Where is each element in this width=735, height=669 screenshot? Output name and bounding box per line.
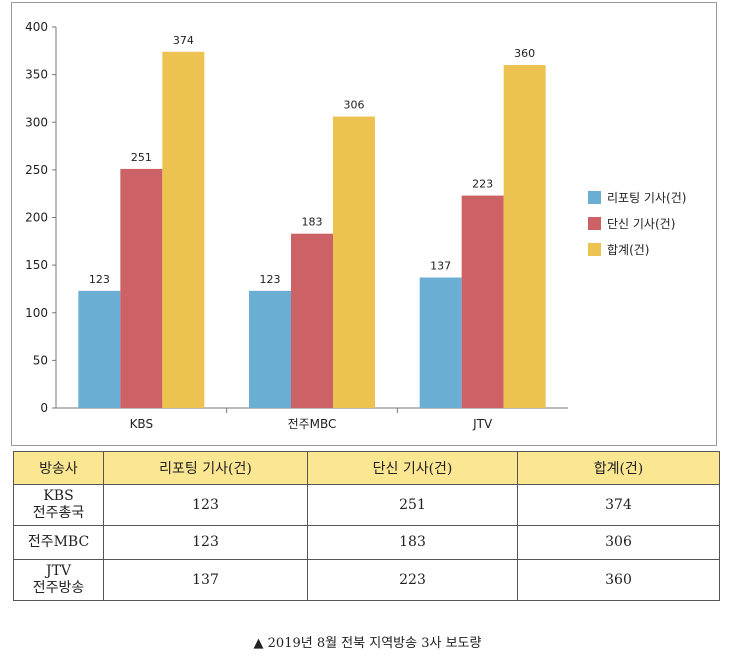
y-tick-label: 150 (25, 258, 48, 272)
data-label: 306 (344, 99, 365, 112)
data-label: 123 (89, 273, 110, 286)
reporting-cell: 137 (103, 559, 308, 601)
y-tick-label: 200 (25, 211, 48, 225)
y-tick-label: 400 (25, 20, 48, 34)
bar (78, 290, 121, 408)
bar (503, 65, 546, 408)
bar (162, 51, 205, 408)
y-tick-label: 100 (25, 306, 48, 320)
header-total: 합계(건) (517, 451, 720, 485)
station-subname: 전주총국 (32, 505, 85, 521)
data-label: 183 (302, 216, 323, 229)
reporting-cell: 123 (103, 525, 308, 560)
brief-cell: 223 (307, 559, 518, 601)
data-label: 223 (472, 178, 493, 191)
figure-caption: ▲ 2019년 8월 전북 지역방송 3사 보도량 (253, 636, 482, 651)
y-tick-label: 50 (33, 353, 48, 367)
station-name: JTV (45, 563, 72, 579)
data-label: 360 (514, 47, 535, 60)
header-station: 방송사 (13, 451, 104, 485)
data-label: 137 (430, 260, 451, 273)
bar (249, 290, 291, 408)
legend-label: 단신 기사(건) (607, 217, 675, 231)
bar (419, 277, 462, 408)
total-cell: 374 (517, 484, 720, 526)
legend-label: 합계(건) (607, 243, 649, 257)
bar (120, 168, 163, 408)
reporting-cell: 123 (103, 484, 308, 526)
bar-chart: 0 50 100 150 200 250 300 350 400 123 251 374 KBS 123 1… (25, 20, 686, 431)
table-row: 전주MBC 123 183 306 (13, 525, 720, 560)
legend-swatch (588, 217, 601, 230)
table-header-row: 방송사 리포팅 기사(건) 단신 기사(건) 합계(건) (13, 451, 720, 485)
total-cell: 360 (517, 559, 720, 601)
data-label: 374 (173, 34, 194, 47)
bar (333, 116, 375, 408)
y-tick-label: 350 (25, 68, 48, 82)
table-row: KBS 전주총국 123 251 374 (13, 484, 720, 526)
station-name: 전주MBC (27, 534, 90, 550)
data-label: 251 (131, 151, 152, 164)
legend-swatch (588, 191, 601, 204)
station-cell: 전주MBC (13, 525, 104, 560)
data-label: 123 (260, 273, 281, 286)
y-tick-label: 300 (25, 115, 48, 129)
brief-cell: 251 (307, 484, 518, 526)
x-tick-label: 전주MBC (288, 417, 337, 431)
station-name: KBS (43, 488, 74, 504)
legend-label: 리포팅 기사(건) (607, 191, 686, 205)
x-tick-label: KBS (130, 417, 154, 431)
station-subname: 전주방송 (32, 580, 85, 596)
station-cell: JTV 전주방송 (13, 559, 104, 601)
bar (461, 195, 504, 408)
chart-panel: 0 50 100 150 200 250 300 350 400 123 251 374 KBS 123 1… (11, 2, 717, 446)
y-tick-label: 0 (40, 401, 48, 415)
table-row: JTV 전주방송 137 223 360 (13, 559, 720, 601)
y-tick-label: 250 (25, 163, 48, 177)
total-cell: 306 (517, 525, 720, 560)
x-tick-label: JTV (472, 417, 493, 431)
bar (291, 233, 333, 408)
brief-cell: 183 (307, 525, 518, 560)
header-reporting: 리포팅 기사(건) (103, 451, 308, 485)
station-cell: KBS 전주총국 (13, 484, 104, 526)
header-brief: 단신 기사(건) (307, 451, 518, 485)
data-table: 방송사 리포팅 기사(건) 단신 기사(건) 합계(건) KBS 전주총국 12… (13, 451, 720, 601)
legend-swatch (588, 243, 601, 256)
